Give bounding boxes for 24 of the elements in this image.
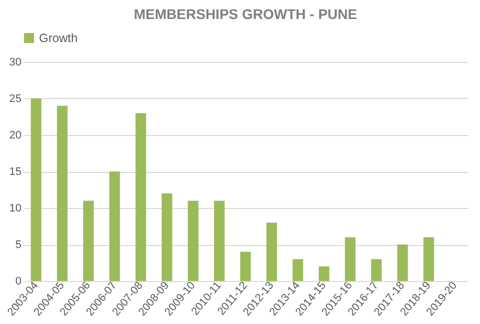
bar xyxy=(214,200,225,281)
bar xyxy=(318,266,330,281)
y-tick-label: 25 xyxy=(9,93,22,105)
chart-title: MEMBERSHIPS GROWTH - PUNE xyxy=(134,6,358,22)
y-tick-label: 30 xyxy=(9,56,22,68)
bar xyxy=(397,244,408,281)
bar xyxy=(266,222,277,281)
y-tick-label: 10 xyxy=(9,202,22,214)
bar xyxy=(83,200,94,281)
bar xyxy=(162,193,172,281)
bar xyxy=(292,259,304,281)
bar xyxy=(344,237,356,281)
y-tick-label: 15 xyxy=(9,166,22,178)
bar xyxy=(423,237,434,281)
bar xyxy=(30,98,42,281)
bar xyxy=(371,259,382,281)
legend-label: Growth xyxy=(39,31,78,45)
bar xyxy=(135,113,146,281)
y-tick-label: 5 xyxy=(15,239,22,251)
bar xyxy=(109,172,120,281)
y-tick-label: 20 xyxy=(9,130,22,142)
bar xyxy=(188,200,198,281)
bar xyxy=(56,106,68,281)
bar xyxy=(240,252,251,281)
